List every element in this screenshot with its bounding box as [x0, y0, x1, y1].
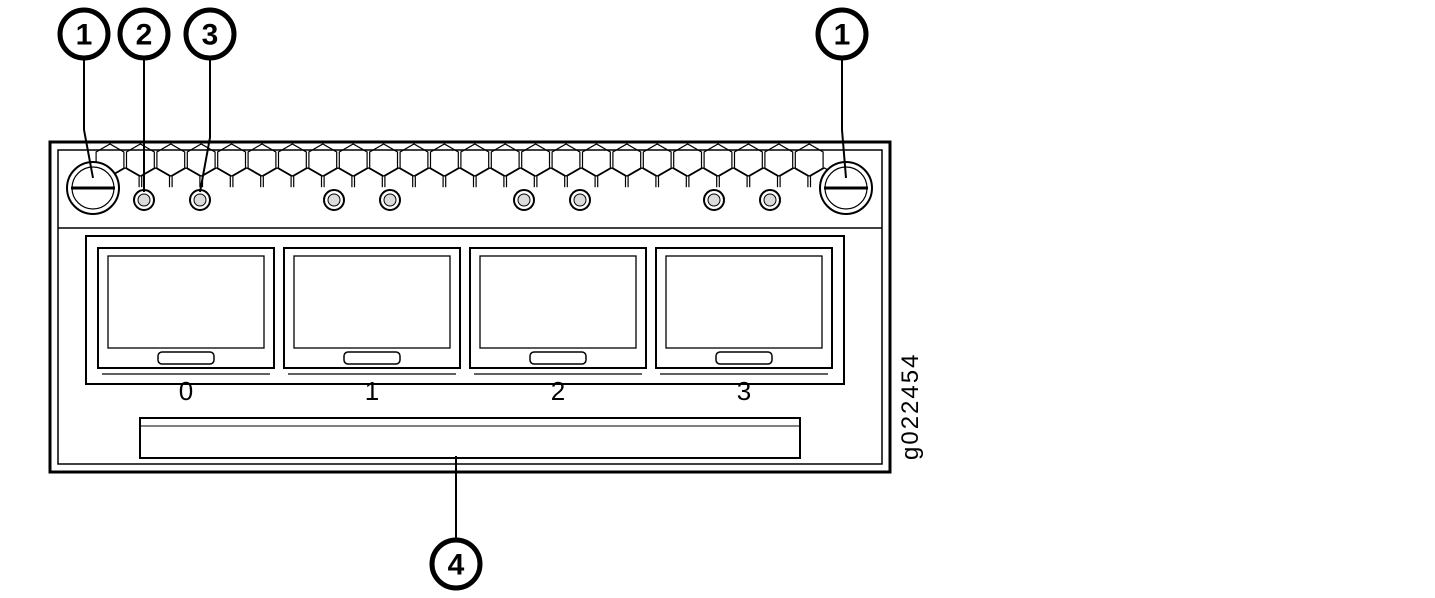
- sfp-latch-tab: [716, 352, 772, 364]
- callout-number: 2: [136, 19, 153, 52]
- port-led-lens: [708, 194, 720, 206]
- port-led-lens: [194, 194, 206, 206]
- port-label: 0: [179, 376, 193, 406]
- port-led-lens: [384, 194, 396, 206]
- ejector-handle: [140, 418, 800, 458]
- uplink-module-diagram: 0 1 2 3 1 2 3 1 4 g022454: [0, 0, 1435, 598]
- sfp-latch-tab: [158, 352, 214, 364]
- callout-number: 1: [834, 19, 851, 52]
- sfp-latch-tab: [530, 352, 586, 364]
- port-label: 1: [365, 376, 379, 406]
- sfp-port: [470, 248, 646, 368]
- sfp-latch-tab: [344, 352, 400, 364]
- part-number: g022454: [897, 353, 924, 460]
- port-label: 3: [737, 376, 751, 406]
- port-led-lens: [328, 194, 340, 206]
- port-led-lens: [138, 194, 150, 206]
- port-led-lens: [574, 194, 586, 206]
- callout-number: 1: [76, 19, 93, 52]
- sfp-port: [284, 248, 460, 368]
- port-led-lens: [518, 194, 530, 206]
- callout-number: 3: [202, 19, 219, 52]
- callout-number: 4: [448, 549, 465, 582]
- sfp-port: [656, 248, 832, 368]
- port-label: 2: [551, 376, 565, 406]
- port-led-lens: [764, 194, 776, 206]
- sfp-port: [98, 248, 274, 368]
